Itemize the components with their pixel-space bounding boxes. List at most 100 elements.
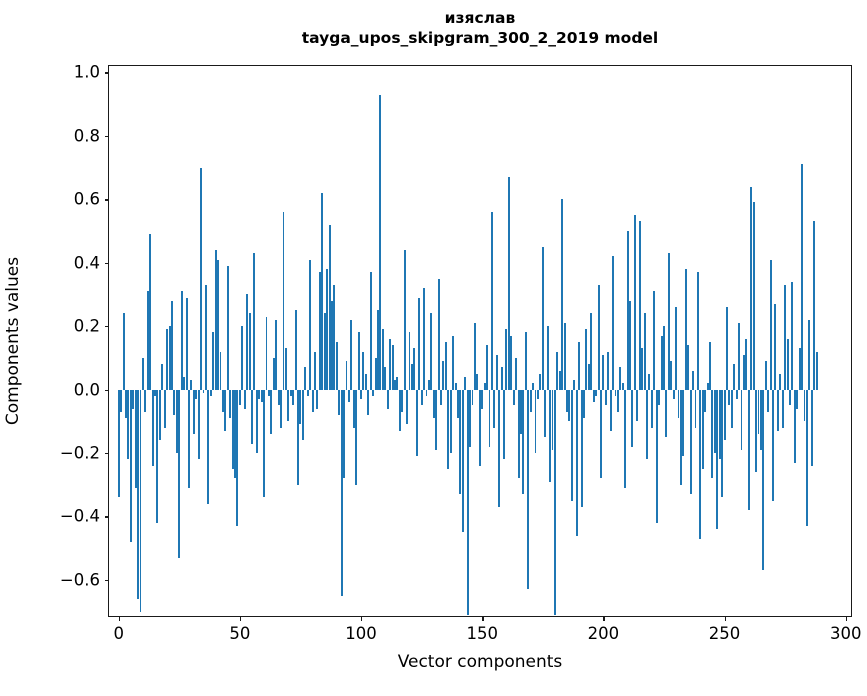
bar [398,389,401,431]
bar [677,389,680,419]
bar [161,364,164,390]
bar [689,389,692,495]
bar [323,313,326,390]
bar [425,389,428,396]
bar [260,389,263,403]
bar [154,389,156,396]
bar [522,389,525,495]
bar [769,259,772,390]
bar [706,383,709,390]
bar [214,250,217,390]
chart-title: изяслав tayga_upos_skipgram_300_2_2019 m… [108,8,852,49]
bar [226,265,229,390]
bar [803,389,806,422]
bar [486,345,489,390]
bar [180,291,183,390]
bar [141,357,144,390]
bar [539,373,542,390]
bar [219,351,222,390]
y-tick-label: 0.8 [73,126,100,146]
bar [265,316,268,390]
bar [355,389,358,485]
bar [423,288,426,390]
bar [556,351,559,390]
bar [583,389,585,419]
bar [299,389,302,425]
bar [616,389,619,412]
bar [500,367,503,390]
bar [730,389,733,428]
bar [132,389,135,409]
x-tick-mark [845,616,848,621]
bar [498,389,501,507]
bar [277,389,280,406]
bar [643,313,646,390]
bar [442,361,445,390]
bar [234,389,236,479]
bar [384,367,387,390]
bar [663,326,665,390]
bar [553,389,556,615]
bar [328,224,331,390]
bar [679,389,682,485]
bar [209,389,212,396]
y-tick-label: 0.2 [73,316,100,336]
bar [253,253,256,390]
bar [648,373,651,390]
bar [437,278,440,390]
chart-title-word: изяслав [444,9,516,27]
bar [602,354,605,390]
bar [495,354,498,390]
x-tick-label: 150 [466,624,498,643]
y-tick-mark [104,199,109,201]
bar [624,389,627,488]
bar [810,389,813,466]
bar [684,269,687,390]
bar [755,389,758,473]
bar [248,313,251,390]
x-tick-mark [603,616,605,621]
bar [534,389,537,454]
bar [255,389,258,454]
bar [393,380,396,390]
bar [558,370,561,390]
bar [258,389,261,400]
bar [275,319,278,390]
x-tick-label: 50 [229,624,251,643]
bar [670,361,673,390]
bar [585,329,588,390]
bar [621,383,624,390]
bar [282,211,285,390]
bar [481,389,484,409]
bar [350,319,353,390]
bar [791,281,794,390]
bar [289,389,292,396]
bar [701,389,704,469]
bar [212,332,215,390]
bar [459,389,462,495]
y-tick-mark [104,453,109,455]
y-tick-mark [104,72,109,74]
bar [716,389,719,530]
bar [168,326,171,390]
bar [815,351,818,390]
bar [280,389,283,428]
bar [415,389,418,457]
bar [139,389,142,612]
y-tick-label: 1.0 [73,62,100,82]
bar [561,199,564,390]
bar [447,389,450,469]
bar [304,367,307,390]
bar [747,389,750,511]
bar [306,389,309,396]
bar [263,389,266,498]
y-tick-mark [104,516,109,518]
bar [764,361,767,390]
bar [636,389,639,422]
x-tick-mark [118,616,120,621]
bar [163,389,166,428]
bar [267,389,270,396]
bar [813,221,816,390]
bar [321,192,324,390]
